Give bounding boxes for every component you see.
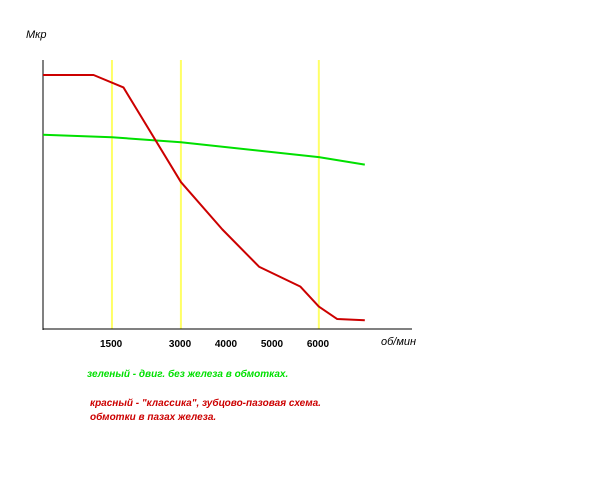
legend-green-series: зеленый - двиг. без железа в обмотках. [87, 369, 289, 380]
legend-red-series: красный - "классика", зубцово-пазовая сх… [90, 398, 321, 423]
series-line-0 [42, 133, 365, 166]
y-axis-label: Мкр [26, 29, 46, 41]
x-axis-label: об/мин [381, 336, 416, 348]
x-tick-labels: 1500 3000 4000 5000 6000 [100, 339, 330, 350]
x-tick-label: 3000 [169, 339, 192, 350]
x-tick-label: 4000 [215, 339, 238, 350]
x-tick-label: 6000 [307, 339, 330, 350]
reference-lines [110, 60, 320, 329]
x-tick-label: 5000 [261, 339, 284, 350]
series-group [42, 74, 365, 322]
series-line-1 [43, 74, 365, 322]
x-tick-label: 1500 [100, 339, 123, 350]
